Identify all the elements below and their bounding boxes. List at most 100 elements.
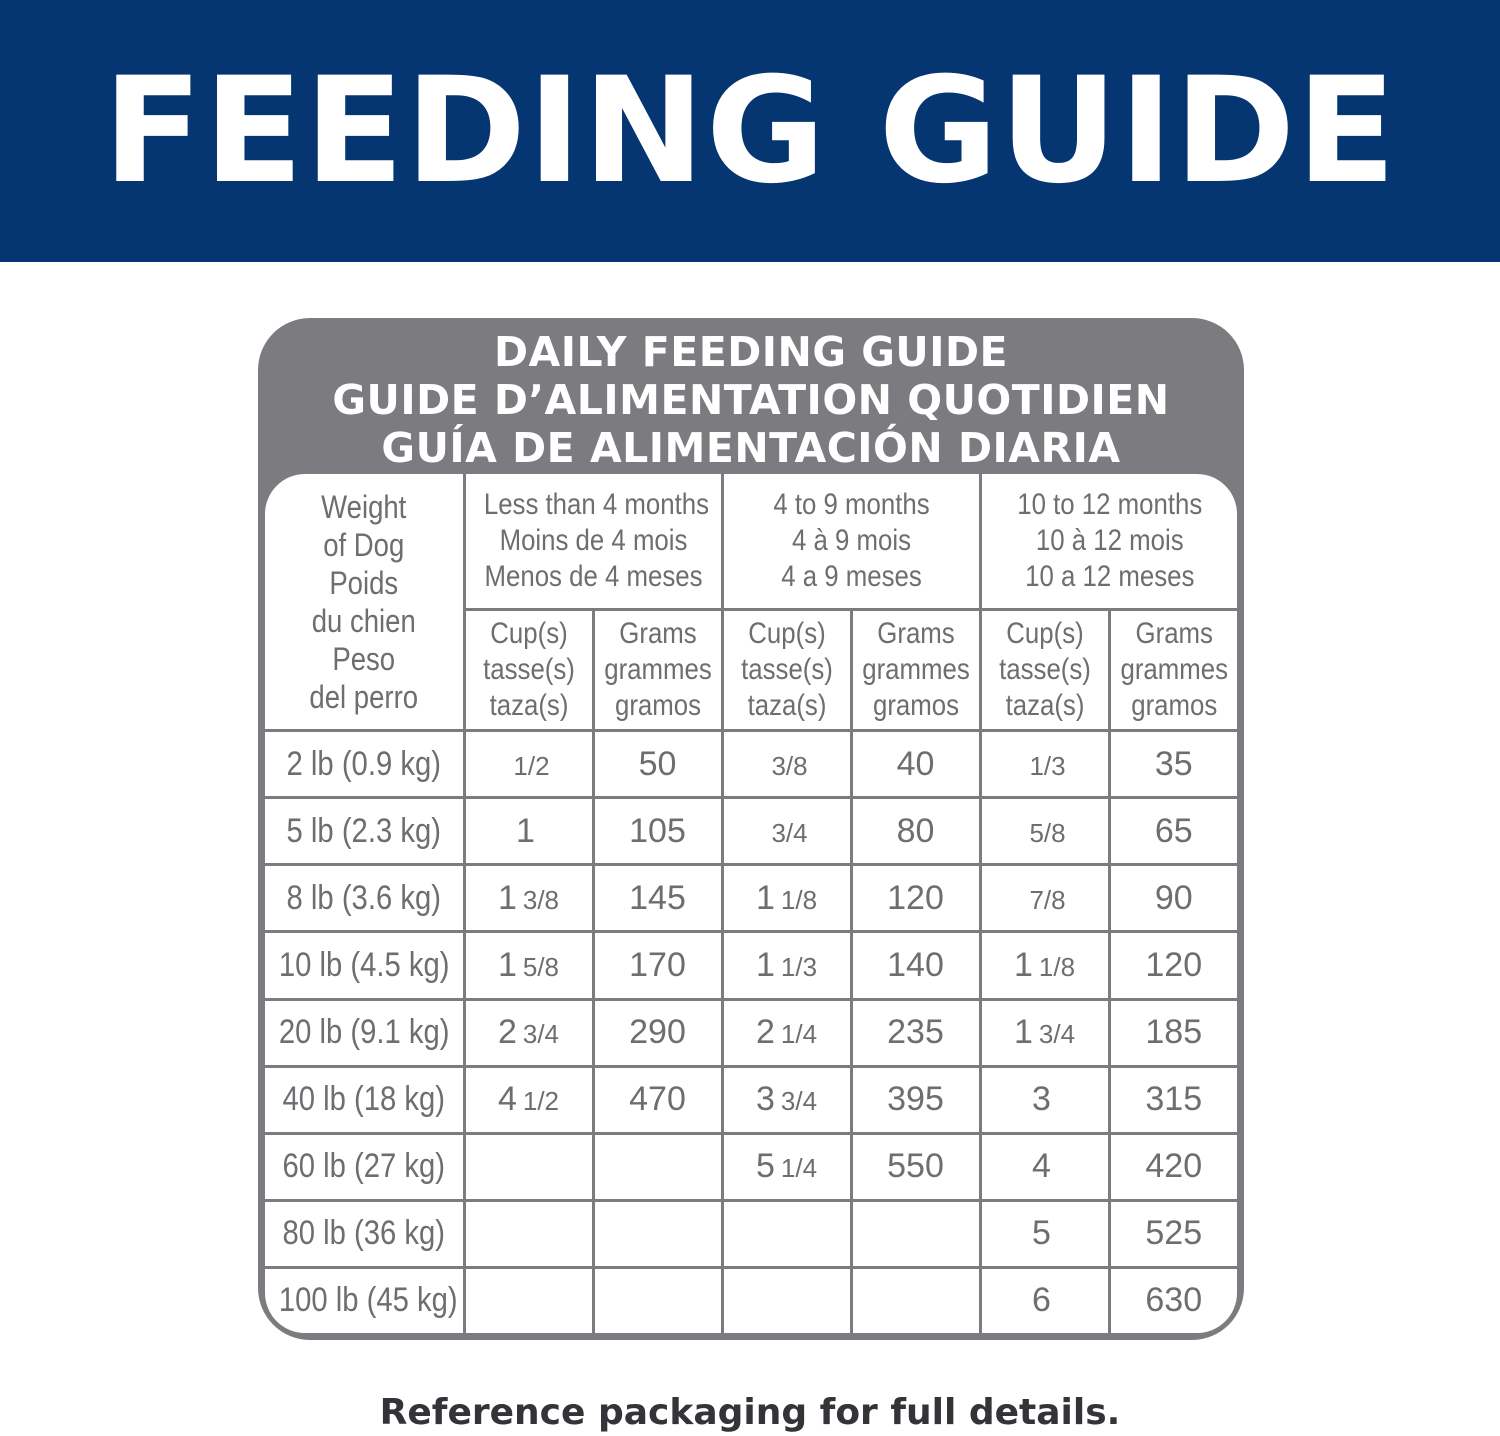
weight-value: 80 lb (36 kg) bbox=[282, 1214, 446, 1253]
table-row: 60 lb (27 kg) 5 1/4 550 4 420 bbox=[265, 1131, 1237, 1202]
grams-cell: 40 bbox=[849, 729, 982, 800]
grams-cell: 290 bbox=[591, 997, 724, 1068]
cups-header-line: taza(s) bbox=[1005, 689, 1084, 723]
cups-cell bbox=[462, 1265, 595, 1333]
grams-header-line: Grams bbox=[876, 617, 955, 651]
grams-cell bbox=[591, 1265, 724, 1333]
age-header-row: Weight of Dog Poids du chien Peso del pe… bbox=[265, 474, 1237, 733]
cups-whole: 1 bbox=[1013, 1013, 1033, 1052]
cups-cell: 4 1/2 bbox=[462, 1064, 595, 1135]
grams-cell: 120 bbox=[849, 863, 982, 934]
cups-cell: 4 bbox=[978, 1131, 1111, 1202]
table-row: 80 lb (36 kg) 5 525 bbox=[265, 1198, 1237, 1269]
grams-header-line: gramos bbox=[872, 689, 959, 723]
grams-value: 80 bbox=[896, 811, 935, 850]
grams-value: 185 bbox=[1145, 1013, 1203, 1052]
weight-value: 5 lb (2.3 kg) bbox=[286, 811, 441, 850]
grams-value: 65 bbox=[1154, 811, 1193, 850]
cups-fraction: 3/4 bbox=[780, 1086, 818, 1117]
cups-whole: 1 bbox=[497, 946, 517, 985]
table-row: 40 lb (18 kg) 4 1/2 470 3 3/4 395 3 315 bbox=[265, 1064, 1237, 1135]
cups-whole: 3 bbox=[755, 1080, 775, 1119]
cups-header-line: tasse(s) bbox=[482, 653, 575, 687]
cups-whole: 3 bbox=[1032, 1080, 1051, 1119]
cups-header-line: tasse(s) bbox=[998, 653, 1091, 687]
cups-cell: 3 bbox=[978, 1064, 1111, 1135]
weight-cell: 8 lb (3.6 kg) bbox=[265, 863, 466, 934]
table-row: 8 lb (3.6 kg) 1 3/8 145 1 1/8 120 7/8 90 bbox=[265, 863, 1237, 934]
cups-header-line: Cup(s) bbox=[489, 617, 568, 651]
cups-fraction: 1/8 bbox=[780, 884, 818, 915]
grams-value: 315 bbox=[1145, 1080, 1203, 1119]
grams-cell bbox=[849, 1265, 982, 1333]
grams-value: 120 bbox=[887, 878, 944, 917]
cups-whole: 1 bbox=[516, 811, 535, 850]
grams-header-line: grammes bbox=[1120, 653, 1228, 687]
age-group-line: 10 to 12 months bbox=[1016, 488, 1202, 522]
table-row: 10 lb (4.5 kg) 1 5/8 170 1 1/3 140 1 1/8 120 bbox=[265, 930, 1237, 1001]
cups-cell: 1 1/8 bbox=[978, 930, 1111, 1001]
weight-cell: 80 lb (36 kg) bbox=[265, 1198, 466, 1269]
cups-fraction: 1/3 bbox=[1029, 750, 1066, 781]
weight-value: 10 lb (4.5 kg) bbox=[278, 946, 450, 985]
grams-cell: 420 bbox=[1107, 1131, 1237, 1202]
cups-header-line: tasse(s) bbox=[740, 653, 833, 687]
cups-fraction: 3/8 bbox=[522, 884, 560, 915]
grams-value: 145 bbox=[629, 878, 686, 917]
grams-value: 40 bbox=[896, 744, 935, 783]
weight-header: Weight of Dog Poids du chien Peso del pe… bbox=[265, 474, 466, 733]
cups-cell: 1 1/8 bbox=[720, 863, 853, 934]
weight-cell: 5 lb (2.3 kg) bbox=[265, 796, 466, 867]
grams-value: 550 bbox=[887, 1147, 944, 1186]
grams-header: Grams grammes gramos bbox=[1107, 608, 1237, 733]
weight-cell: 40 lb (18 kg) bbox=[265, 1064, 466, 1135]
age-group-line: Moins de 4 mois bbox=[499, 524, 687, 558]
grams-value: 50 bbox=[638, 744, 677, 783]
grams-header-line: grammes bbox=[603, 653, 712, 687]
grams-cell: 630 bbox=[1107, 1265, 1237, 1333]
weight-header-line: Peso bbox=[332, 640, 396, 677]
header-banner: FEEDING GUIDE bbox=[0, 0, 1500, 262]
cups-cell: 7/8 bbox=[978, 863, 1111, 934]
weight-value: 2 lb (0.9 kg) bbox=[286, 744, 441, 783]
unit-header-row: Cup(s) tasse(s) taza(s) Grams grammes gramos… bbox=[265, 608, 1237, 733]
cups-fraction: 7/8 bbox=[1029, 884, 1066, 915]
weight-value: 100 lb (45 kg) bbox=[278, 1281, 458, 1320]
cups-cell: 1 5/8 bbox=[462, 930, 595, 1001]
guide-title-fr: GUIDE D’ALIMENTATION QUOTIDIEN bbox=[332, 376, 1170, 424]
table-row: 100 lb (45 kg) 6 630 bbox=[265, 1265, 1237, 1333]
grams-cell: 145 bbox=[591, 863, 724, 934]
cups-cell: 3 3/4 bbox=[720, 1064, 853, 1135]
table-row: 20 lb (9.1 kg) 2 3/4 290 2 1/4 235 1 3/4 185 bbox=[265, 997, 1237, 1068]
cups-fraction: 1/4 bbox=[780, 1153, 818, 1184]
cups-fraction: 1/8 bbox=[1038, 952, 1076, 983]
grams-header-line: grammes bbox=[861, 653, 970, 687]
cups-whole: 4 bbox=[1032, 1147, 1051, 1186]
cups-whole: 6 bbox=[1032, 1281, 1051, 1320]
cups-whole: 1 bbox=[497, 878, 517, 917]
grams-cell: 80 bbox=[849, 796, 982, 867]
grams-value: 90 bbox=[1154, 878, 1193, 917]
cups-cell: 2 3/4 bbox=[462, 997, 595, 1068]
cups-fraction: 5/8 bbox=[522, 952, 560, 983]
weight-header-line: du chien bbox=[311, 602, 416, 639]
cups-whole: 1 bbox=[755, 878, 775, 917]
cups-cell: 1 3/4 bbox=[978, 997, 1111, 1068]
page-title: FEEDING GUIDE bbox=[102, 46, 1398, 216]
table-row: 5 lb (2.3 kg) 1 105 3/4 80 5/8 65 bbox=[265, 796, 1237, 867]
grams-cell: 140 bbox=[849, 930, 982, 1001]
weight-value: 60 lb (27 kg) bbox=[282, 1147, 446, 1186]
grams-value: 420 bbox=[1145, 1147, 1203, 1186]
cups-fraction: 5/8 bbox=[1029, 817, 1066, 848]
grams-value: 105 bbox=[629, 811, 686, 850]
cups-header-line: taza(s) bbox=[489, 689, 568, 723]
cups-cell: 1/3 bbox=[978, 729, 1111, 800]
cups-fraction: 3/8 bbox=[771, 750, 808, 781]
weight-header-line: Weight bbox=[321, 488, 407, 525]
grams-value: 470 bbox=[629, 1080, 686, 1119]
cups-header: Cup(s) tasse(s) taza(s) bbox=[720, 608, 853, 733]
grams-header-line: Grams bbox=[1135, 617, 1213, 651]
grams-header: Grams grammes gramos bbox=[849, 608, 982, 733]
age-group-line: 4 to 9 months bbox=[772, 488, 930, 522]
grams-cell: 105 bbox=[591, 796, 724, 867]
